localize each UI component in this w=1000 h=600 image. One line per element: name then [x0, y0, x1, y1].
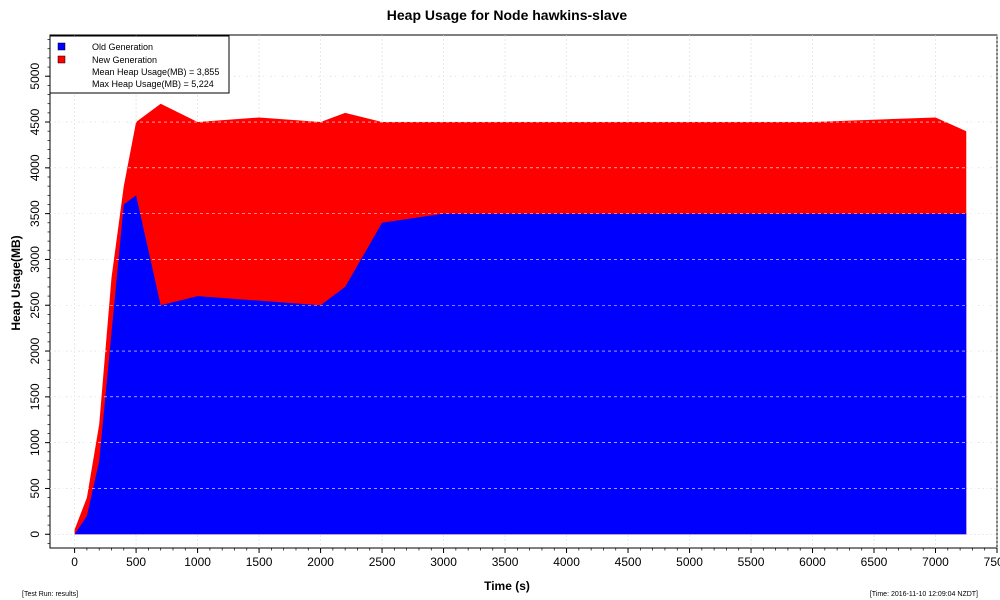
x-tick-label: 2500: [369, 555, 396, 569]
x-tick-label: 4000: [553, 555, 580, 569]
y-tick-label: 4000: [28, 154, 42, 181]
footer-timestamp: [Time: 2016-11-10 12:09:04 NZDT]: [869, 591, 978, 598]
footer-test-run: [Test Run: results]: [22, 591, 79, 598]
x-tick-label: 6000: [799, 555, 826, 569]
y-tick-label: 1500: [28, 383, 42, 410]
y-tick-label: 500: [28, 478, 42, 498]
x-tick-label: 1500: [246, 555, 273, 569]
x-tick-label: 7000: [922, 555, 949, 569]
x-tick-label: 0: [71, 555, 78, 569]
chart-title: Heap Usage for Node hawkins-slave: [387, 7, 628, 23]
y-tick-label: 5000: [28, 63, 42, 90]
legend-swatch-new-generation: [57, 55, 66, 64]
x-tick-label: 6500: [861, 555, 888, 569]
legend-label-new-generation: New Generation: [92, 55, 157, 65]
y-axis-label: Heap Usage(MB): [9, 235, 23, 330]
x-tick-label: 5500: [738, 555, 765, 569]
x-tick-label: 5000: [676, 555, 703, 569]
y-tick-label: 0: [28, 531, 42, 538]
y-tick-label: 4500: [28, 108, 42, 135]
legend-max-heap: Max Heap Usage(MB) = 5,224: [92, 79, 214, 89]
x-tick-label: 2000: [307, 555, 334, 569]
x-tick-label: 1000: [184, 555, 211, 569]
legend: Old Generation New Generation Mean Heap …: [49, 35, 230, 94]
legend-label-old-generation: Old Generation: [92, 42, 153, 52]
y-tick-label: 2000: [28, 337, 42, 364]
legend-mean-heap: Mean Heap Usage(MB) = 3,855: [92, 67, 219, 77]
legend-swatch-old-generation: [57, 42, 66, 51]
x-axis-label: Time (s): [484, 579, 530, 593]
x-tick-label: 7500: [984, 555, 1000, 569]
x-tick-label: 3500: [492, 555, 519, 569]
legend-box: [49, 35, 230, 94]
y-tick-label: 3000: [28, 246, 42, 273]
y-tick-label: 1000: [28, 429, 42, 456]
x-tick-label: 4500: [615, 555, 642, 569]
y-tick-label: 3500: [28, 200, 42, 227]
y-tick-label: 2500: [28, 292, 42, 319]
series-old-generation: [74, 195, 967, 535]
x-tick-label: 3000: [430, 555, 457, 569]
x-tick-label: 500: [126, 555, 146, 569]
